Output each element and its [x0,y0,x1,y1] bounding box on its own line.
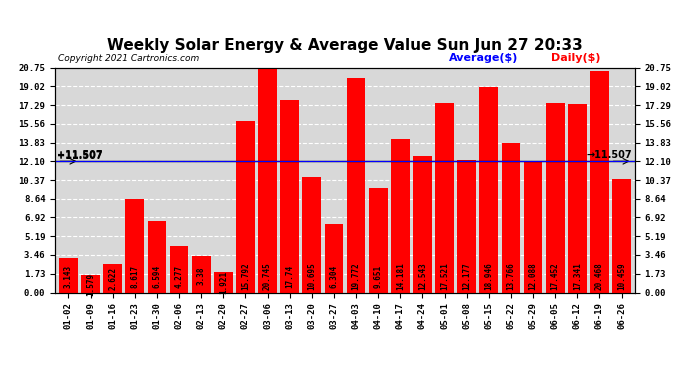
Bar [435,102,454,292]
Bar [192,256,210,292]
Bar [391,139,410,292]
Text: 1.921: 1.921 [219,270,228,294]
Bar [590,70,609,292]
Bar [104,264,122,292]
Bar [413,156,432,292]
Text: 17.341: 17.341 [573,262,582,290]
Bar [480,87,498,292]
Bar [236,121,255,292]
Text: Weekly Solar Energy & Average Value Sun Jun 27 20:33: Weekly Solar Energy & Average Value Sun … [107,38,583,53]
Text: 20.745: 20.745 [263,262,272,290]
Text: 10.695: 10.695 [307,262,316,290]
Text: Copyright 2021 Cartronics.com: Copyright 2021 Cartronics.com [58,54,199,63]
Text: 17.452: 17.452 [551,262,560,290]
Bar [302,177,322,292]
Bar [280,100,299,292]
Text: 1.579: 1.579 [86,272,95,296]
Text: 9.651: 9.651 [374,265,383,288]
Text: 19.772: 19.772 [352,262,361,290]
Text: 10.459: 10.459 [617,262,626,290]
Bar [346,78,366,292]
Text: Average($): Average($) [449,53,519,63]
Text: 18.946: 18.946 [484,262,493,290]
Text: 12.088: 12.088 [529,262,538,290]
Text: 14.181: 14.181 [396,262,405,290]
Bar [81,275,100,292]
Text: 17.521: 17.521 [440,262,449,290]
Bar [258,68,277,292]
Bar [457,160,476,292]
Bar [126,199,144,292]
Bar [612,179,631,292]
Text: 6.304: 6.304 [329,265,338,288]
Text: 2.622: 2.622 [108,267,117,290]
Text: 8.617: 8.617 [130,265,139,288]
Bar [546,103,564,292]
Text: 13.766: 13.766 [506,262,515,290]
Bar [368,188,388,292]
Bar [170,246,188,292]
Bar [59,258,78,292]
Text: 6.594: 6.594 [152,265,161,288]
Bar [524,161,542,292]
Text: →11.507: →11.507 [587,150,633,160]
Bar [502,143,520,292]
Text: Daily($): Daily($) [551,53,600,63]
Text: 15.792: 15.792 [241,262,250,290]
Bar [568,105,586,292]
Bar [148,221,166,292]
Text: 12.543: 12.543 [418,262,427,290]
Bar [214,272,233,292]
Bar [324,224,344,292]
Text: 4.277: 4.277 [175,265,184,288]
Text: +11.507: +11.507 [57,151,103,161]
Text: 17.74: 17.74 [285,265,294,288]
Text: +11.507: +11.507 [57,150,103,160]
Text: 12.177: 12.177 [462,262,471,290]
Text: 20.468: 20.468 [595,262,604,290]
Text: 3.38: 3.38 [197,267,206,285]
Text: 3.143: 3.143 [64,265,73,288]
